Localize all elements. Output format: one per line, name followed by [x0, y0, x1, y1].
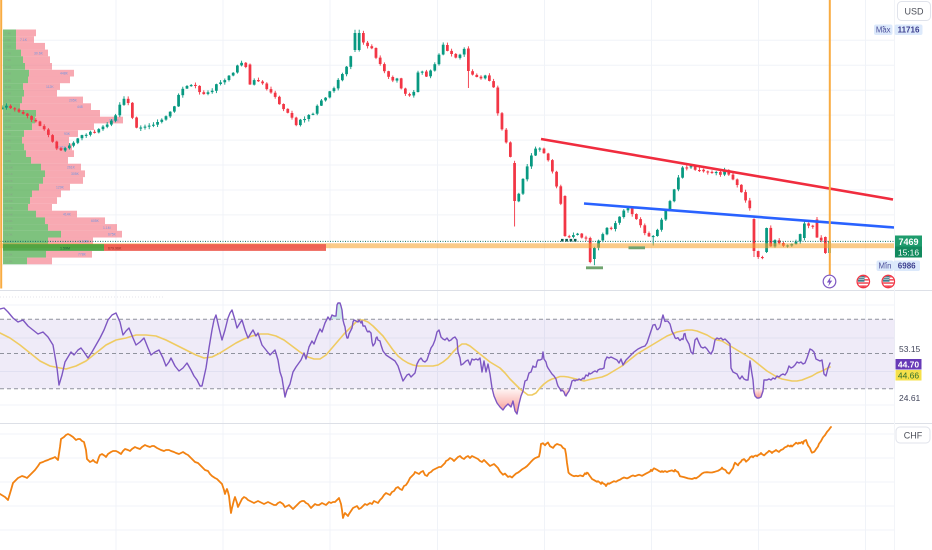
svg-text:7.4K: 7.4K [5, 31, 11, 35]
svg-text:7.1K: 7.1K [20, 38, 28, 42]
svg-text:11.3K: 11.3K [5, 233, 13, 237]
svg-text:414K: 414K [63, 213, 72, 217]
svg-text:9.7K: 9.7K [5, 152, 11, 156]
svg-text:7.6K: 7.6K [5, 45, 11, 49]
svg-text:11.6K: 11.6K [5, 253, 13, 257]
svg-text:8.1K: 8.1K [5, 72, 11, 76]
svg-text:7.9K: 7.9K [5, 58, 11, 62]
svg-text:9.3K: 9.3K [5, 132, 11, 136]
svg-text:10.2K: 10.2K [5, 179, 13, 183]
svg-text:1.1M: 1.1M [103, 226, 111, 230]
svg-text:261K: 261K [67, 166, 76, 170]
svg-text:448K: 448K [60, 72, 69, 76]
svg-text:7.7K: 7.7K [5, 51, 11, 55]
svg-text:605K: 605K [91, 219, 100, 223]
svg-text:1.02M: 1.02M [109, 119, 119, 123]
svg-text:Mín: Mín [879, 262, 892, 271]
svg-text:44.70: 44.70 [898, 359, 920, 369]
svg-text:10.7K: 10.7K [5, 206, 13, 210]
svg-text:129K: 129K [56, 186, 65, 190]
svg-text:9.4K: 9.4K [5, 139, 11, 143]
svg-text:Máx: Máx [876, 26, 891, 35]
svg-text:15:16: 15:16 [898, 247, 920, 257]
svg-text:675K: 675K [108, 233, 117, 237]
svg-text:CHF: CHF [904, 431, 923, 441]
svg-text:10.1K: 10.1K [5, 172, 13, 176]
svg-text:10.5K: 10.5K [5, 192, 13, 196]
svg-text:8.7K: 8.7K [5, 98, 11, 102]
svg-text:7.5K: 7.5K [5, 38, 11, 42]
svg-text:30.6K: 30.6K [34, 51, 44, 55]
svg-text:8.3K: 8.3K [5, 78, 11, 82]
svg-text:8.4K: 8.4K [5, 85, 11, 89]
svg-text:9.6K: 9.6K [5, 145, 11, 149]
svg-text:USD: USD [904, 7, 924, 17]
svg-text:778K: 778K [78, 253, 87, 257]
svg-text:7469: 7469 [898, 237, 918, 247]
svg-text:9.0K: 9.0K [5, 119, 11, 123]
svg-text:11.4K: 11.4K [5, 239, 13, 243]
svg-text:1.59M: 1.59M [60, 247, 70, 251]
svg-text:121K: 121K [58, 145, 67, 149]
svg-text:10.0K: 10.0K [5, 166, 13, 170]
svg-text:1.19M: 1.19M [79, 239, 89, 243]
svg-text:10.9K: 10.9K [5, 213, 13, 217]
svg-text:8.9K: 8.9K [5, 112, 11, 116]
svg-text:8.8K: 8.8K [5, 105, 11, 109]
svg-text:11.1K: 11.1K [5, 226, 13, 230]
svg-text:93K: 93K [64, 132, 71, 136]
svg-text:11.0K: 11.0K [5, 219, 13, 223]
svg-text:205K: 205K [69, 98, 78, 102]
svg-text:9.2K: 9.2K [5, 125, 11, 129]
svg-text:24.61: 24.61 [899, 393, 921, 403]
svg-text:6986: 6986 [898, 262, 916, 271]
svg-text:53.15: 53.15 [899, 344, 921, 354]
svg-text:10.3K: 10.3K [5, 186, 13, 190]
svg-text:9.8K: 9.8K [5, 159, 11, 163]
svg-text:8.5K: 8.5K [5, 92, 11, 96]
svg-text:112K: 112K [46, 85, 54, 89]
svg-text:11.8K: 11.8K [5, 259, 13, 263]
svg-text:10.6K: 10.6K [5, 199, 13, 203]
svg-text:11716: 11716 [898, 26, 920, 35]
svg-text:8.0K: 8.0K [5, 65, 11, 69]
svg-text:44.66: 44.66 [898, 370, 920, 380]
svg-text:679.96K: 679.96K [108, 247, 122, 251]
svg-text:305K: 305K [71, 172, 80, 176]
svg-text:448: 448 [77, 105, 83, 109]
